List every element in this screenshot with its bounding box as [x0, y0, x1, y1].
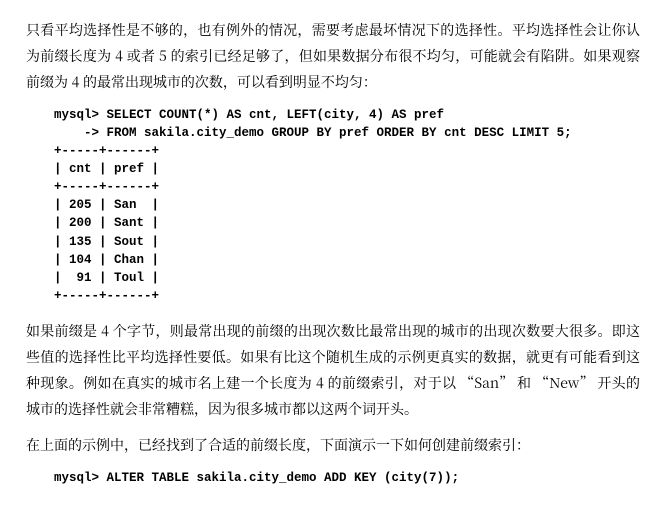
table-border: +-----+------+ [54, 289, 159, 303]
sql-line: mysql> SELECT COUNT(*) AS cnt, LEFT(city… [54, 108, 444, 122]
paragraph-1: 只看平均选择性是不够的，也有例外的情况，需要考虑最坏情况下的选择性。平均选择性会… [26, 18, 640, 96]
table-row: | 91 | Toul | [54, 271, 159, 285]
table-border: +-----+------+ [54, 144, 159, 158]
sql-query-block-1: mysql> SELECT COUNT(*) AS cnt, LEFT(city… [54, 106, 640, 305]
table-row: | 135 | Sout | [54, 235, 159, 249]
sql-line: mysql> ALTER TABLE sakila.city_demo ADD … [54, 471, 459, 485]
table-row: | 104 | Chan | [54, 253, 159, 267]
sql-line: -> FROM sakila.city_demo GROUP BY pref O… [54, 126, 572, 140]
table-row: | 200 | Sant | [54, 216, 159, 230]
table-border: +-----+------+ [54, 180, 159, 194]
paragraph-3: 在上面的示例中，已经找到了合适的前缀长度，下面演示一下如何创建前缀索引： [26, 433, 640, 459]
sql-query-block-2: mysql> ALTER TABLE sakila.city_demo ADD … [54, 469, 640, 487]
paragraph-2: 如果前缀是 4 个字节，则最常出现的前缀的出现次数比最常出现的城市的出现次数要大… [26, 319, 640, 423]
table-header: | cnt | pref | [54, 162, 159, 176]
table-row: | 205 | San | [54, 198, 159, 212]
